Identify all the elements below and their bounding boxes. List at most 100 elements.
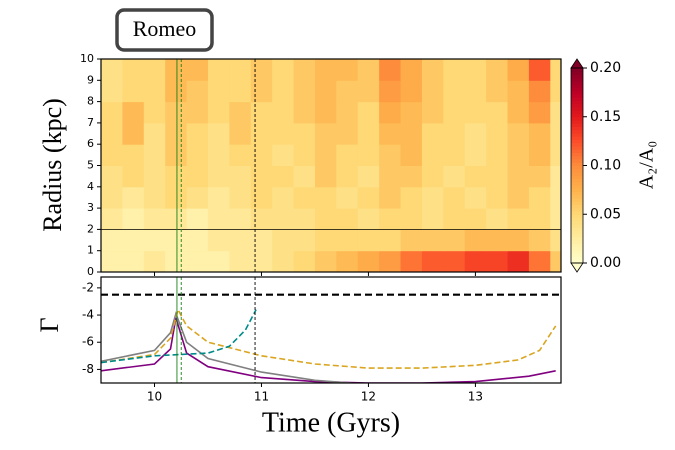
heatmap-cell bbox=[186, 250, 209, 272]
heatmap-cell bbox=[443, 59, 466, 81]
heatmap-cell bbox=[464, 122, 487, 145]
colorbar-segment bbox=[571, 146, 583, 150]
colorbar-segment bbox=[571, 175, 583, 179]
heatmap-cell bbox=[229, 165, 252, 188]
heatmap-cell bbox=[250, 101, 273, 124]
heatmap-cell bbox=[101, 250, 123, 272]
heatmap-cell bbox=[357, 80, 380, 103]
heatmap-cell bbox=[357, 250, 380, 272]
heatmap-cell bbox=[421, 208, 444, 230]
heatmap-cell bbox=[336, 144, 359, 166]
heatmap-cell bbox=[443, 229, 466, 252]
heatmap-cell bbox=[336, 186, 359, 209]
y-tick-label: -2 bbox=[82, 280, 94, 294]
y-tick-label: 4 bbox=[87, 180, 94, 193]
heatmap-cell bbox=[421, 80, 444, 103]
colorbar-segment bbox=[571, 129, 583, 134]
axes-frame bbox=[100, 276, 562, 384]
heatmap-cell bbox=[229, 186, 252, 209]
heatmap-cell bbox=[101, 80, 123, 103]
heatmap-cell bbox=[400, 250, 423, 272]
colorbar-segment bbox=[571, 71, 583, 75]
heatmap-cell bbox=[122, 186, 145, 209]
colorbar-segment bbox=[571, 214, 583, 218]
heatmap-cell bbox=[486, 186, 509, 209]
heatmap-cell bbox=[186, 144, 209, 166]
heatmap-cell bbox=[528, 101, 551, 124]
heatmap-cell bbox=[550, 186, 561, 209]
heatmap-cell bbox=[207, 80, 230, 103]
colorbar-segment bbox=[571, 256, 583, 261]
heatmap-cell bbox=[186, 186, 209, 209]
heatmap-cell bbox=[272, 208, 295, 230]
heatmap-cell bbox=[421, 165, 444, 188]
heatmap-cell bbox=[143, 122, 166, 145]
heatmap-cell bbox=[207, 59, 230, 81]
y-tick-label: -8 bbox=[82, 362, 94, 376]
colorbar-segment bbox=[571, 87, 583, 92]
colorbar-segment bbox=[571, 185, 583, 189]
y-axis-label: Radius (kpc) bbox=[38, 98, 67, 232]
heatmap-cell bbox=[357, 101, 380, 124]
heatmap-cell bbox=[122, 229, 145, 252]
heatmap-cell bbox=[229, 80, 252, 103]
heatmap-cell bbox=[357, 229, 380, 252]
heatmap-cell bbox=[400, 80, 423, 103]
heatmap-cell bbox=[336, 59, 359, 81]
heatmap-cell bbox=[101, 229, 123, 252]
y-tick-label: -6 bbox=[82, 335, 94, 349]
colorbar-segment bbox=[571, 162, 583, 166]
heatmap bbox=[101, 59, 561, 272]
heatmap-cell bbox=[528, 229, 551, 252]
x-axis-label: Time (Gyrs) bbox=[262, 407, 400, 438]
heatmap-cell bbox=[550, 250, 561, 272]
heatmap-cell bbox=[486, 250, 509, 272]
heatmap-cell bbox=[122, 165, 145, 188]
colorbar-segment bbox=[571, 81, 583, 85]
heatmap-cell bbox=[550, 101, 561, 124]
colorbar-segment bbox=[571, 74, 583, 79]
heatmap-cell bbox=[101, 144, 123, 166]
heatmap-cell bbox=[229, 144, 252, 166]
heatmap-cell bbox=[272, 186, 295, 209]
heatmap-cell bbox=[379, 229, 402, 252]
colorbar-segment bbox=[571, 253, 583, 257]
heatmap-cell bbox=[272, 229, 295, 252]
colorbar-tick-label: 0.15 bbox=[590, 109, 621, 125]
heatmap-cell bbox=[336, 229, 359, 252]
heatmap-cell bbox=[550, 165, 561, 188]
heatmap-cell bbox=[165, 165, 188, 188]
heatmap-cell bbox=[272, 122, 295, 145]
heatmap-cell bbox=[314, 122, 337, 145]
y-tick-label: 7 bbox=[87, 116, 94, 129]
heatmap-cell bbox=[314, 165, 337, 188]
heatmap-cell bbox=[314, 80, 337, 103]
colorbar-segment bbox=[571, 165, 583, 170]
colorbar-segment bbox=[571, 107, 583, 111]
colorbar-segment bbox=[571, 90, 583, 95]
heatmap-cell bbox=[464, 250, 487, 272]
heatmap-cell bbox=[379, 80, 402, 103]
y-tick-label: 1 bbox=[87, 244, 94, 257]
colorbar-tick-label: 0.05 bbox=[590, 206, 621, 222]
line-plot bbox=[101, 277, 561, 383]
heatmap-cell bbox=[229, 208, 252, 230]
colorbar-segment bbox=[571, 194, 583, 199]
heatmap-cell bbox=[143, 229, 166, 252]
heatmap-cell bbox=[165, 186, 188, 209]
heatmap-cell bbox=[101, 122, 123, 145]
heatmap-cell bbox=[186, 80, 209, 103]
colorbar-segment bbox=[571, 159, 583, 163]
heatmap-cell bbox=[293, 250, 316, 272]
heatmap-cell bbox=[186, 229, 209, 252]
x-tick-label: 12 bbox=[361, 390, 376, 404]
heatmap-cell bbox=[186, 208, 209, 230]
colorbar-segment bbox=[571, 97, 583, 101]
heatmap-cell bbox=[379, 144, 402, 166]
heatmap-cell bbox=[550, 229, 561, 252]
heatmap-cell bbox=[550, 59, 561, 81]
heatmap-cell bbox=[165, 250, 188, 272]
colorbar-segment bbox=[571, 207, 583, 212]
colorbar-segment bbox=[571, 113, 583, 118]
heatmap-cell bbox=[486, 80, 509, 103]
